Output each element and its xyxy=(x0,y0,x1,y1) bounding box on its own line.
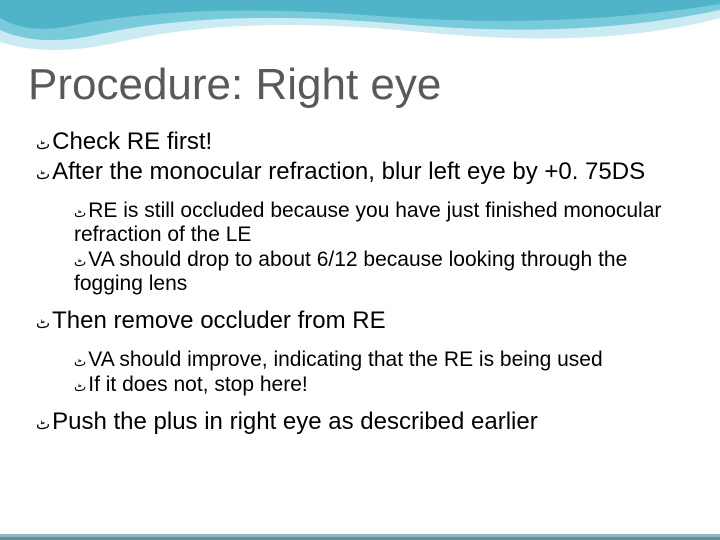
bullet-icon: ٹ xyxy=(74,206,86,221)
bullet-main-3: ٹThen remove occluder from RE xyxy=(36,307,692,335)
bullet-icon: ٹ xyxy=(36,137,50,155)
bullet-icon: ٹ xyxy=(36,417,50,435)
bullet-text: RE is still occluded because you have ju… xyxy=(74,199,661,246)
bullet-main-4: ٹPush the plus in right eye as described… xyxy=(36,408,692,436)
bullet-text: VA should improve, indicating that the R… xyxy=(88,348,602,371)
bullet-sub-2: ٹVA should drop to about 6/12 because lo… xyxy=(74,248,692,296)
decorative-bottom-line xyxy=(0,534,720,540)
slide-title: Procedure: Right eye xyxy=(28,60,692,110)
bullet-main-1: ٹCheck RE first! xyxy=(36,128,692,156)
bullet-icon: ٹ xyxy=(74,380,86,395)
bullet-text: Then remove occluder from RE xyxy=(52,307,385,334)
bullet-text: Push the plus in right eye as described … xyxy=(52,408,538,435)
bullet-text: After the monocular refraction, blur lef… xyxy=(52,158,645,185)
bullet-sub-1: ٹRE is still occluded because you have j… xyxy=(74,199,692,247)
bullet-icon: ٹ xyxy=(74,255,86,270)
bullet-main-2: ٹAfter the monocular refraction, blur le… xyxy=(36,158,692,186)
bullet-text: If it does not, stop here! xyxy=(88,373,307,396)
bullet-sub-4: ٹIf it does not, stop here! xyxy=(74,373,692,397)
bullet-icon: ٹ xyxy=(36,316,50,334)
bullet-text: Check RE first! xyxy=(52,128,212,155)
bullet-icon: ٹ xyxy=(36,167,50,185)
bullet-sub-3: ٹVA should improve, indicating that the … xyxy=(74,348,692,372)
bullet-text: VA should drop to about 6/12 because loo… xyxy=(74,248,627,295)
bullet-icon: ٹ xyxy=(74,355,86,370)
slide-content: Procedure: Right eye ٹCheck RE first! ٹA… xyxy=(28,60,692,438)
